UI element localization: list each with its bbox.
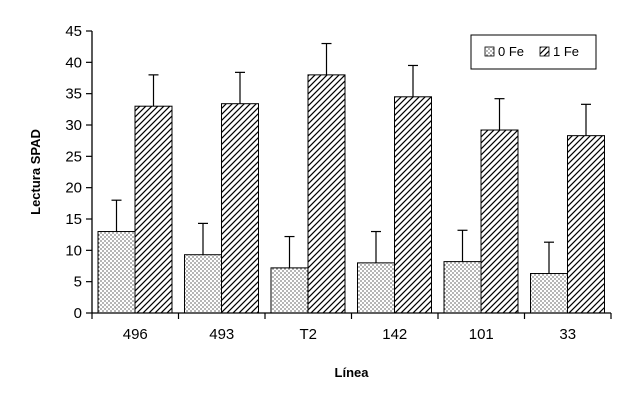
x-tick-label: 101	[469, 326, 494, 343]
y-tick-label: 10	[65, 242, 82, 259]
y-tick-label: 20	[65, 180, 82, 197]
x-tick-label: 33	[559, 326, 576, 343]
bar-1-fe-101	[480, 129, 519, 314]
legend-label-0-fe: 0 Fe	[498, 44, 524, 59]
y-tick-label: 35	[65, 86, 82, 103]
bar-0-fe-142	[357, 262, 395, 314]
y-ticks: 0 5 10 15 20 25 30 35 40 45	[65, 23, 92, 322]
bar-1-fe-142	[394, 96, 432, 314]
bar-0-fe-33	[530, 273, 568, 314]
bar-0-fe-101	[443, 261, 482, 314]
x-tick-label: 142	[382, 326, 407, 343]
bar-0-fe-496	[97, 231, 136, 314]
x-tick-label: 493	[209, 326, 234, 343]
x-tick-label: 496	[123, 326, 148, 343]
y-tick-label: 15	[65, 211, 82, 228]
y-tick-label: 0	[74, 305, 82, 322]
bars	[97, 74, 605, 314]
bar-1-fe-496	[134, 105, 173, 314]
x-tick-label: T2	[299, 326, 317, 343]
legend-label-1-fe: 1 Fe	[553, 44, 579, 59]
x-axis-title: Línea	[335, 365, 370, 380]
y-axis-title: Lectura SPAD	[28, 129, 43, 215]
y-tick-label: 5	[74, 274, 82, 291]
legend: 0 Fe 1 Fe	[470, 34, 597, 70]
y-tick-label: 30	[65, 117, 82, 134]
y-tick-label: 25	[65, 148, 82, 165]
y-tick-label: 40	[65, 54, 82, 71]
bar-1-fe-t2	[307, 74, 346, 314]
x-ticks: 496 493 T2 142 101 33	[91, 313, 612, 343]
error-bars	[111, 42, 591, 274]
legend-swatch-1-fe	[539, 46, 550, 57]
bar-0-fe-t2	[270, 267, 309, 314]
legend-swatch-0-fe	[484, 46, 495, 57]
bar-1-fe-33	[567, 135, 605, 314]
bar-1-fe-493	[221, 103, 259, 314]
bar-0-fe-493	[184, 254, 222, 314]
y-tick-label: 45	[65, 23, 82, 40]
